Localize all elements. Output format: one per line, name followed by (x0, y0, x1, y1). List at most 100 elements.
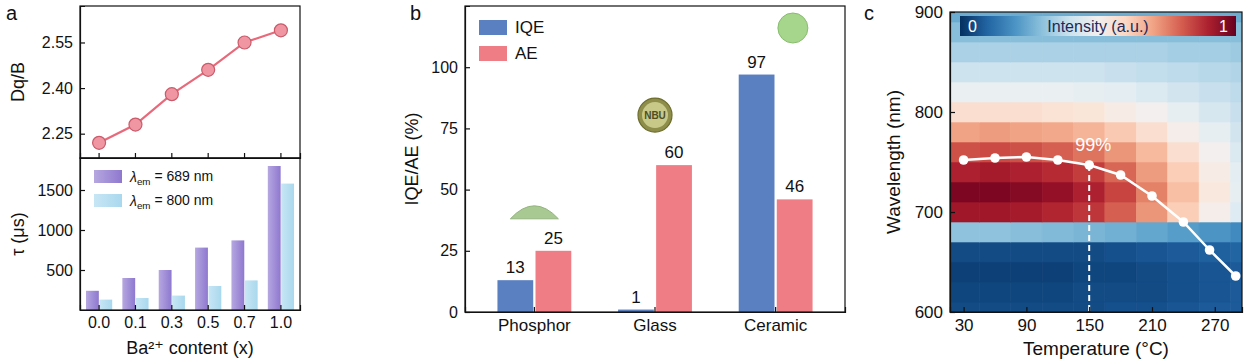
heatmap-cell (950, 242, 979, 262)
y-axis-tick-label: 1500 (37, 182, 73, 199)
heatmap-cell (1042, 282, 1073, 302)
y-axis-title: Dq/B (8, 62, 28, 102)
y-axis-tick-label: 2.40 (42, 80, 73, 97)
y-axis-tick-mark (465, 251, 470, 252)
heatmap-cell (1199, 282, 1230, 302)
legend-label: λem = 800 nm (129, 192, 213, 211)
heatmap-cell (1168, 302, 1199, 312)
x-axis: PhosphorGlassCeramic (466, 307, 846, 335)
y-axis-title: τ (μs) (8, 212, 28, 255)
x-axis-tick (99, 153, 100, 158)
heatmap-cell (1136, 142, 1167, 162)
x-axis-title: Temperature (°C) (1023, 338, 1169, 359)
heatmap-cell (1168, 42, 1199, 62)
heatmap-cell (1199, 102, 1230, 122)
bar (245, 280, 258, 310)
heatmap-cell (1105, 282, 1136, 302)
heatmap-cell (1230, 302, 1242, 312)
legend-label: λem = 689 nm (129, 168, 213, 187)
figure: a2.252.402.55Dq/B0.00.10.30.50.71.050010… (0, 0, 1250, 359)
y-axis-title: Wavelength (nm) (883, 90, 904, 234)
x-axis: 0.00.10.30.50.71.0 (81, 305, 301, 331)
data-label: 1 (631, 288, 640, 307)
legend: λem = 689 nm λem = 800 nm (94, 168, 213, 211)
heatmap-cell (1011, 82, 1042, 102)
heatmap-cell (1168, 102, 1199, 122)
data-point (1022, 152, 1032, 162)
data-label: 46 (785, 177, 804, 196)
y-axis-tick-label: 2.25 (42, 125, 73, 142)
heatmap-cell (1136, 282, 1167, 302)
x-axis-line (951, 307, 1243, 313)
heatmap-cell (1230, 182, 1242, 202)
inset-images: NBU (510, 13, 808, 219)
data-point (1116, 170, 1126, 180)
heatmap-cell (1136, 242, 1167, 262)
heatmap-cell (1230, 222, 1242, 242)
y-axis-tick-label: 25 (440, 242, 458, 259)
y-axis-tick-label: 100 (431, 59, 458, 76)
heatmap-cell (1042, 122, 1073, 142)
heatmap-cell (1136, 42, 1167, 62)
x-axis-title: Ba²⁺ content (x) (126, 338, 254, 358)
y-axis: 2.25 2.40 2.55 (42, 7, 85, 159)
data-point (1205, 245, 1215, 255)
y-axis-tick-label: 2.55 (42, 34, 73, 51)
heatmap-cell (1168, 62, 1199, 82)
x-axis-tick-mark (1152, 307, 1153, 312)
y-axis-tick-mark (950, 212, 955, 213)
heatmap-cell (950, 222, 979, 242)
heatmap-cell (1230, 142, 1242, 162)
x-axis-tick: Ceramic (744, 307, 808, 335)
heatmap-cell (1042, 222, 1073, 242)
x-axis-tick (135, 153, 136, 158)
heatmap-cell (1199, 142, 1230, 162)
y-axis: 0255075100 (431, 7, 470, 321)
heatmap-cell (1011, 222, 1042, 242)
plot-area (497, 75, 812, 312)
heatmap-cell (1011, 102, 1042, 122)
x-axis-tick: 210 (1138, 307, 1166, 335)
heatmap-cell (979, 162, 1010, 182)
y-axis-tick-mark (950, 312, 955, 313)
heatmap-cell (1136, 302, 1167, 312)
heatmap-cell (1105, 222, 1136, 242)
x-axis: 3090150210270 (951, 307, 1243, 335)
heatmap-cell (1105, 262, 1136, 282)
heatmap-cell (1042, 242, 1073, 262)
x-axis-tick: 30 (955, 307, 974, 335)
y-axis-title: IQE/AE (%) (402, 112, 422, 205)
y-axis-tick: 2.40 (42, 80, 85, 97)
heatmap-cell (1042, 182, 1073, 202)
data-point (165, 88, 178, 101)
plot-frame (80, 6, 300, 158)
data-point (129, 118, 142, 131)
heatmap-cell (1230, 42, 1242, 62)
legend-label: AE (515, 44, 538, 63)
heatmap-cell (1168, 262, 1199, 282)
y-axis-tick-mark (80, 134, 85, 135)
heatmap-cell (950, 42, 979, 62)
heatmap-cell (1105, 62, 1136, 82)
annotation: 99% (1075, 135, 1111, 155)
heatmap-cell (979, 282, 1010, 302)
panel-label: a (6, 2, 18, 24)
legend-label-part: em (137, 200, 151, 211)
x-axis-tick (171, 153, 172, 158)
heatmap-cell (1011, 302, 1042, 312)
inset-glass-face (642, 102, 668, 128)
heatmap-cell (1168, 142, 1199, 162)
plot-frame (950, 12, 1242, 312)
x-axis-tick-label: 1.0 (270, 314, 292, 331)
heatmap-cell (1136, 82, 1167, 102)
bar (536, 251, 572, 312)
y-axis-tick: 600 (915, 303, 955, 322)
y-axis-line (81, 7, 86, 159)
y-axis-line (81, 159, 86, 311)
heatmap-cell (979, 222, 1010, 242)
heatmap-cell (1073, 62, 1104, 82)
colorbar-bar (960, 16, 1236, 36)
heatmap-cell (1230, 202, 1242, 222)
x-axis-tick: 0.5 (197, 305, 219, 331)
y-axis-tick-mark (465, 128, 470, 129)
